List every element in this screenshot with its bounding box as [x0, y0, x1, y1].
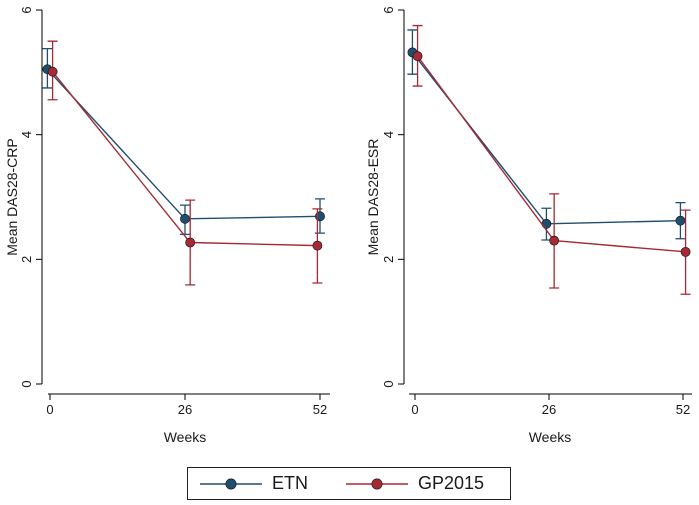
x-tick-label: 52 — [313, 402, 327, 417]
legend: ETN GP2015 — [187, 467, 511, 500]
data-point — [549, 235, 560, 246]
data-point — [680, 246, 691, 257]
x-tick-label: 0 — [411, 402, 418, 417]
x-tick-label: 0 — [46, 402, 53, 417]
data-point — [47, 66, 58, 77]
y-tick-label: 0 — [19, 380, 34, 387]
legend-label-etn: ETN — [272, 473, 308, 493]
y-axis-title: Mean DAS28-CRP — [4, 138, 20, 256]
y-tick-label: 4 — [19, 131, 34, 138]
panel-das28-crp: 0 2 4 6 0 26 52 Weeks Mean DAS28-CRP — [4, 6, 330, 445]
y-tick-label: 6 — [381, 6, 396, 13]
panel-das28-esr: 0 2 4 6 0 26 52 Weeks Mean DAS28-ESR — [365, 6, 692, 445]
etn-marker-icon — [200, 478, 262, 490]
series-line — [411, 51, 681, 225]
x-tick-label: 26 — [542, 402, 556, 417]
data-point — [412, 51, 423, 62]
y-axis-title: Mean DAS28-ESR — [365, 139, 381, 256]
data-point — [541, 218, 552, 229]
data-point — [312, 240, 323, 251]
figure-canvas: 0 2 4 6 0 26 52 Weeks Mean DAS28-CRP 0 2 4 6 0 26 52… — [4, 6, 692, 445]
series-layer — [42, 40, 325, 286]
x-tick-label: 26 — [178, 402, 192, 417]
x-axis-title: Weeks — [164, 429, 207, 445]
gp2015-marker-icon — [346, 478, 408, 490]
series-etn — [42, 47, 325, 236]
tick-layer: 0 2 4 6 0 26 52 — [381, 6, 690, 417]
x-axis-title: Weeks — [529, 429, 572, 445]
data-point — [185, 237, 196, 248]
y-tick-label: 2 — [381, 256, 396, 263]
data-point — [675, 215, 686, 226]
series-layer — [407, 24, 691, 295]
y-tick-label: 4 — [381, 131, 396, 138]
legend-label-gp2015: GP2015 — [418, 473, 485, 493]
legend-item-gp2015: GP2015 — [342, 468, 484, 499]
tick-layer: 0 2 4 6 0 26 52 — [19, 6, 327, 417]
series-gp2015 — [412, 24, 691, 295]
series-gp2015 — [47, 40, 323, 286]
x-tick-label: 52 — [676, 402, 690, 417]
y-tick-label: 2 — [19, 256, 34, 263]
series-line — [46, 68, 321, 220]
legend-item-etn: ETN — [196, 468, 308, 499]
series-line — [417, 55, 686, 253]
data-point — [180, 213, 190, 224]
y-tick-label: 6 — [19, 6, 34, 13]
series-etn — [407, 29, 686, 241]
y-tick-label: 0 — [381, 380, 396, 387]
